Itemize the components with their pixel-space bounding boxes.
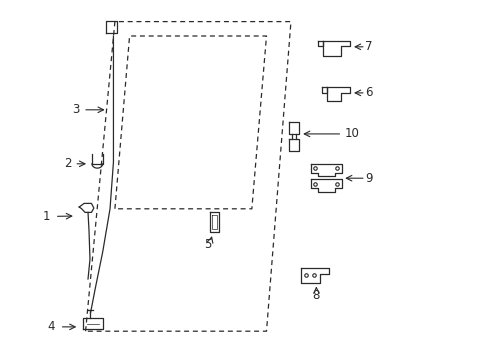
Text: 10: 10 [344,127,359,140]
Text: 5: 5 [203,238,211,251]
Text: 7: 7 [365,40,372,53]
Text: 9: 9 [365,172,372,185]
Text: 2: 2 [63,157,71,170]
Text: 6: 6 [365,86,372,99]
Text: 4: 4 [47,320,55,333]
Text: 3: 3 [72,103,80,116]
Text: 8: 8 [312,289,320,302]
Text: 1: 1 [42,210,50,223]
